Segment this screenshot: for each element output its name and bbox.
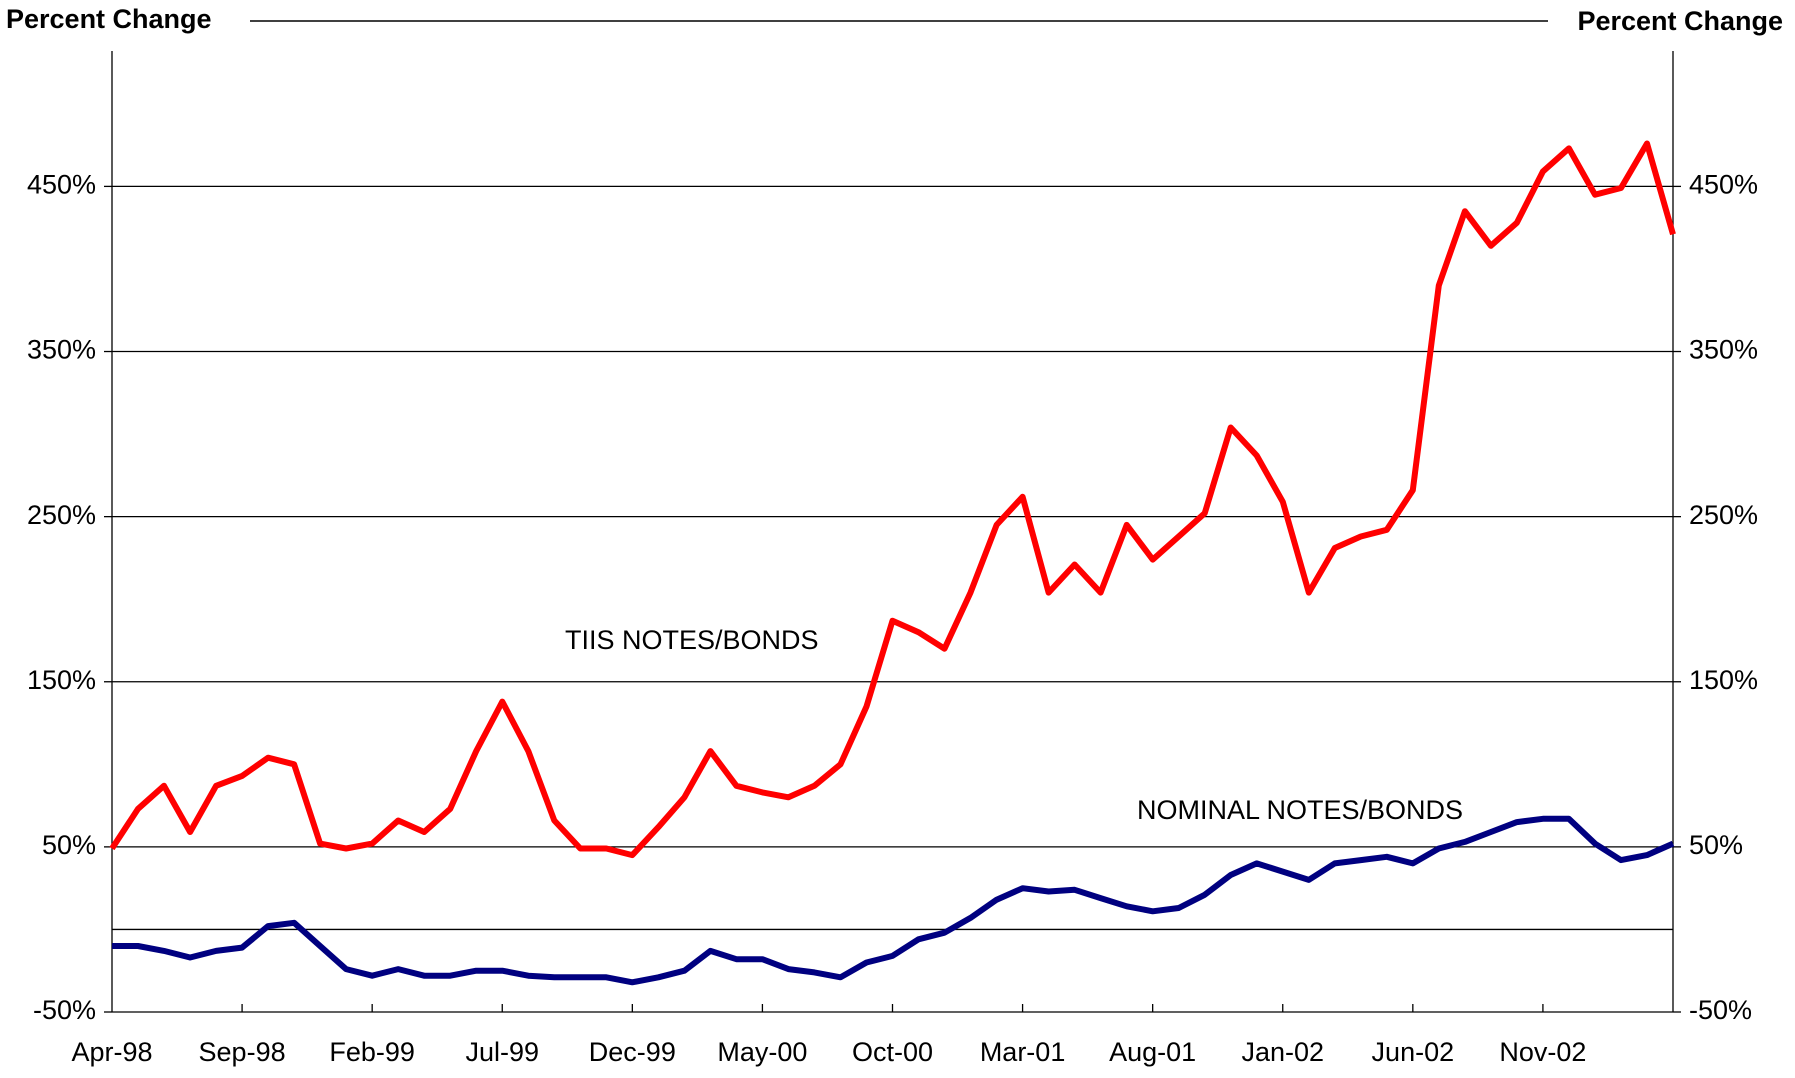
- x-tick-label: Jun-02: [1372, 1037, 1455, 1067]
- y2-tick-label: -50%: [1689, 995, 1752, 1025]
- y2-tick-label: 250%: [1689, 500, 1758, 530]
- y2-axis-title: Percent Change: [1577, 6, 1783, 36]
- y-axis-title: Percent Change: [6, 4, 212, 34]
- x-tick-label: Feb-99: [329, 1037, 415, 1067]
- annotation: NOMINAL NOTES/BONDS: [1137, 795, 1463, 825]
- x-tick-label: Sep-98: [199, 1037, 286, 1067]
- y-tick-label: 450%: [27, 170, 96, 200]
- y-tick-label: 250%: [27, 500, 96, 530]
- x-tick-label: Oct-00: [852, 1037, 933, 1067]
- series-line: [112, 815, 1675, 986]
- y2-tick-label: 150%: [1689, 665, 1758, 695]
- x-tick-label: Apr-98: [71, 1037, 152, 1067]
- x-tick-label: Aug-01: [1109, 1037, 1196, 1067]
- y2-tick-label: 50%: [1689, 830, 1743, 860]
- x-tick-label: Jul-99: [465, 1037, 539, 1067]
- series-line: [109, 140, 1676, 859]
- annotation: TIIS NOTES/BONDS: [565, 625, 819, 655]
- x-tick-label: Mar-01: [980, 1037, 1066, 1067]
- x-tick-label: Nov-02: [1499, 1037, 1586, 1067]
- y-tick-label: 150%: [27, 665, 96, 695]
- y-tick-label: 350%: [27, 335, 96, 365]
- y-tick-label: -50%: [33, 995, 96, 1025]
- x-tick-label: Dec-99: [589, 1037, 676, 1067]
- y-tick-label: 50%: [42, 830, 96, 860]
- x-tick-label: Jan-02: [1241, 1037, 1324, 1067]
- y2-tick-label: 450%: [1689, 170, 1758, 200]
- x-tick-label: May-00: [717, 1037, 807, 1067]
- y2-tick-label: 350%: [1689, 335, 1758, 365]
